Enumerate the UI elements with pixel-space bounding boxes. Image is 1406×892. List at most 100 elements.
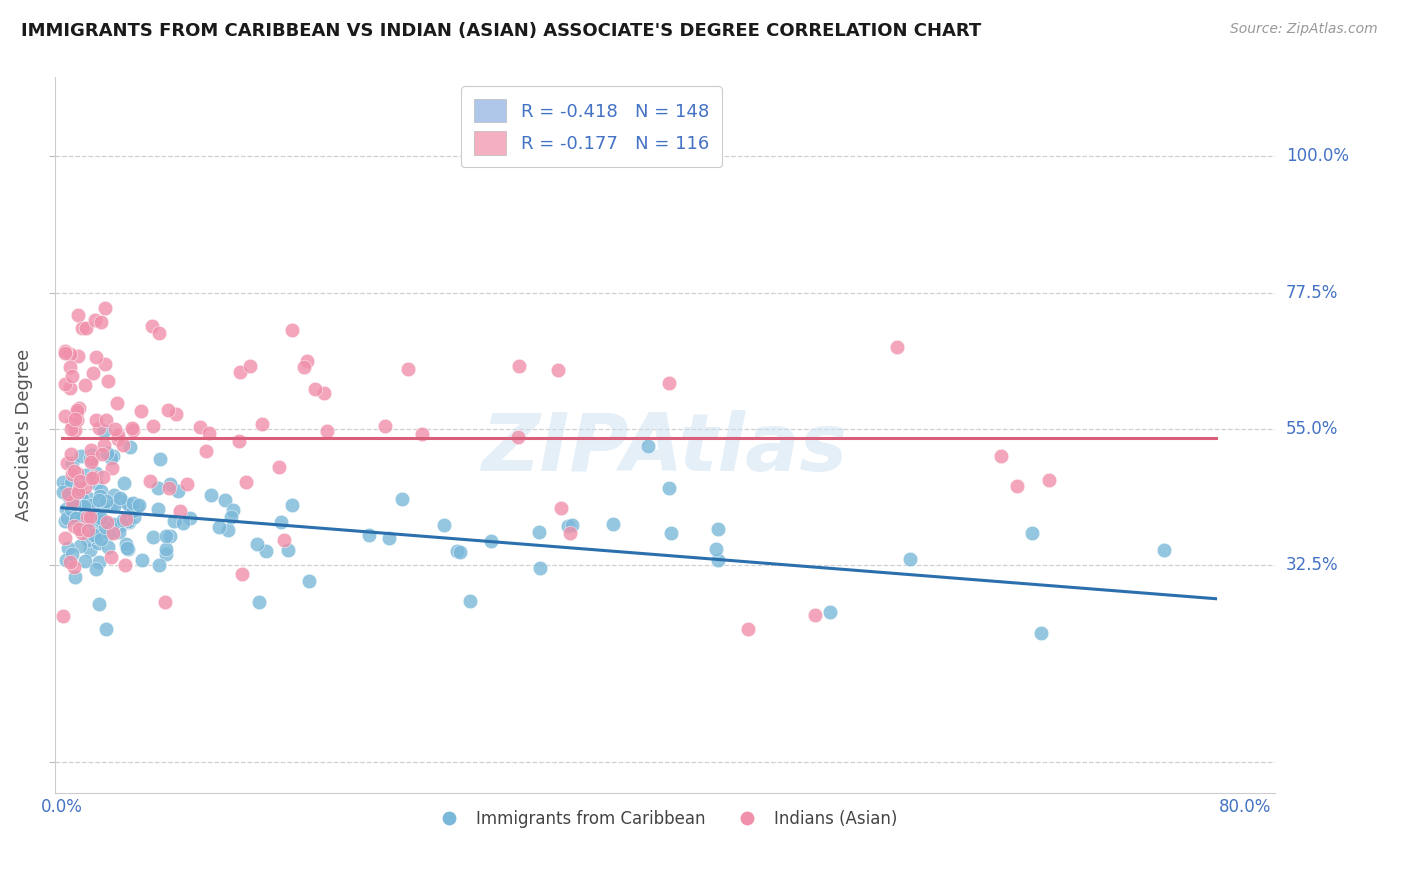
Point bbox=[59, 447, 82, 461]
Point bbox=[661, 525, 683, 540]
Text: 77.5%: 77.5% bbox=[1286, 284, 1339, 301]
Point bbox=[194, 443, 217, 458]
Point bbox=[73, 479, 96, 493]
Point bbox=[80, 453, 103, 467]
Point bbox=[60, 467, 83, 481]
Point bbox=[94, 622, 117, 636]
Point bbox=[142, 419, 165, 434]
Point bbox=[90, 314, 112, 328]
Point bbox=[87, 597, 110, 611]
Point bbox=[76, 510, 98, 524]
Point bbox=[101, 517, 124, 532]
Point bbox=[96, 446, 118, 460]
Point bbox=[65, 570, 87, 584]
Point bbox=[70, 526, 93, 541]
Point bbox=[75, 554, 97, 568]
Point bbox=[62, 494, 84, 508]
Point bbox=[86, 508, 108, 523]
Point bbox=[159, 529, 181, 543]
Point bbox=[280, 322, 302, 336]
Point bbox=[67, 482, 90, 496]
Point bbox=[561, 517, 583, 532]
Point bbox=[101, 450, 124, 464]
Point bbox=[96, 517, 118, 532]
Point bbox=[304, 382, 326, 396]
Point bbox=[103, 499, 125, 513]
Point bbox=[550, 501, 572, 516]
Point bbox=[55, 502, 77, 516]
Point bbox=[157, 403, 180, 417]
Point bbox=[737, 623, 759, 637]
Point bbox=[69, 474, 91, 488]
Point bbox=[117, 541, 139, 556]
Point bbox=[93, 438, 115, 452]
Point bbox=[112, 476, 135, 491]
Point bbox=[169, 504, 191, 518]
Point bbox=[602, 517, 624, 532]
Point bbox=[84, 530, 107, 544]
Point bbox=[706, 552, 728, 566]
Point bbox=[198, 426, 221, 441]
Point bbox=[94, 357, 117, 371]
Point bbox=[66, 349, 89, 363]
Point bbox=[114, 512, 136, 526]
Point bbox=[75, 378, 97, 392]
Point bbox=[91, 499, 114, 513]
Point bbox=[66, 505, 89, 519]
Point bbox=[391, 491, 413, 506]
Point bbox=[84, 475, 107, 490]
Point bbox=[90, 514, 112, 528]
Point bbox=[107, 432, 129, 446]
Point bbox=[129, 403, 152, 417]
Point bbox=[63, 423, 86, 437]
Point bbox=[58, 490, 80, 504]
Point bbox=[277, 543, 299, 558]
Point bbox=[70, 491, 93, 506]
Text: 100.0%: 100.0% bbox=[1286, 147, 1348, 165]
Point bbox=[122, 504, 145, 518]
Point bbox=[80, 443, 103, 458]
Point bbox=[295, 353, 318, 368]
Point bbox=[117, 497, 139, 511]
Point bbox=[77, 533, 100, 547]
Point bbox=[1005, 479, 1028, 493]
Point bbox=[103, 488, 125, 502]
Point bbox=[79, 452, 101, 467]
Point bbox=[66, 413, 89, 427]
Point bbox=[84, 507, 107, 521]
Point bbox=[58, 541, 80, 555]
Point bbox=[67, 401, 90, 415]
Point bbox=[80, 448, 103, 462]
Point bbox=[60, 490, 83, 504]
Point bbox=[79, 543, 101, 558]
Point bbox=[117, 542, 139, 557]
Point bbox=[281, 498, 304, 512]
Point bbox=[217, 523, 239, 537]
Point bbox=[96, 515, 118, 529]
Point bbox=[80, 455, 103, 469]
Point bbox=[231, 567, 253, 582]
Point bbox=[69, 449, 91, 463]
Point bbox=[200, 488, 222, 502]
Point bbox=[247, 594, 270, 608]
Point bbox=[90, 483, 112, 498]
Point bbox=[53, 514, 76, 528]
Text: Source: ZipAtlas.com: Source: ZipAtlas.com bbox=[1230, 22, 1378, 37]
Point bbox=[67, 485, 90, 500]
Point bbox=[60, 547, 83, 561]
Point bbox=[83, 527, 105, 541]
Point bbox=[73, 523, 96, 537]
Point bbox=[122, 509, 145, 524]
Point bbox=[172, 516, 194, 530]
Point bbox=[66, 308, 89, 322]
Point bbox=[557, 519, 579, 533]
Point bbox=[112, 513, 135, 527]
Point bbox=[121, 420, 143, 434]
Point bbox=[63, 497, 86, 511]
Point bbox=[65, 484, 87, 499]
Point bbox=[89, 555, 111, 569]
Point bbox=[120, 501, 142, 516]
Point bbox=[273, 533, 295, 548]
Point bbox=[222, 502, 245, 516]
Point bbox=[59, 422, 82, 436]
